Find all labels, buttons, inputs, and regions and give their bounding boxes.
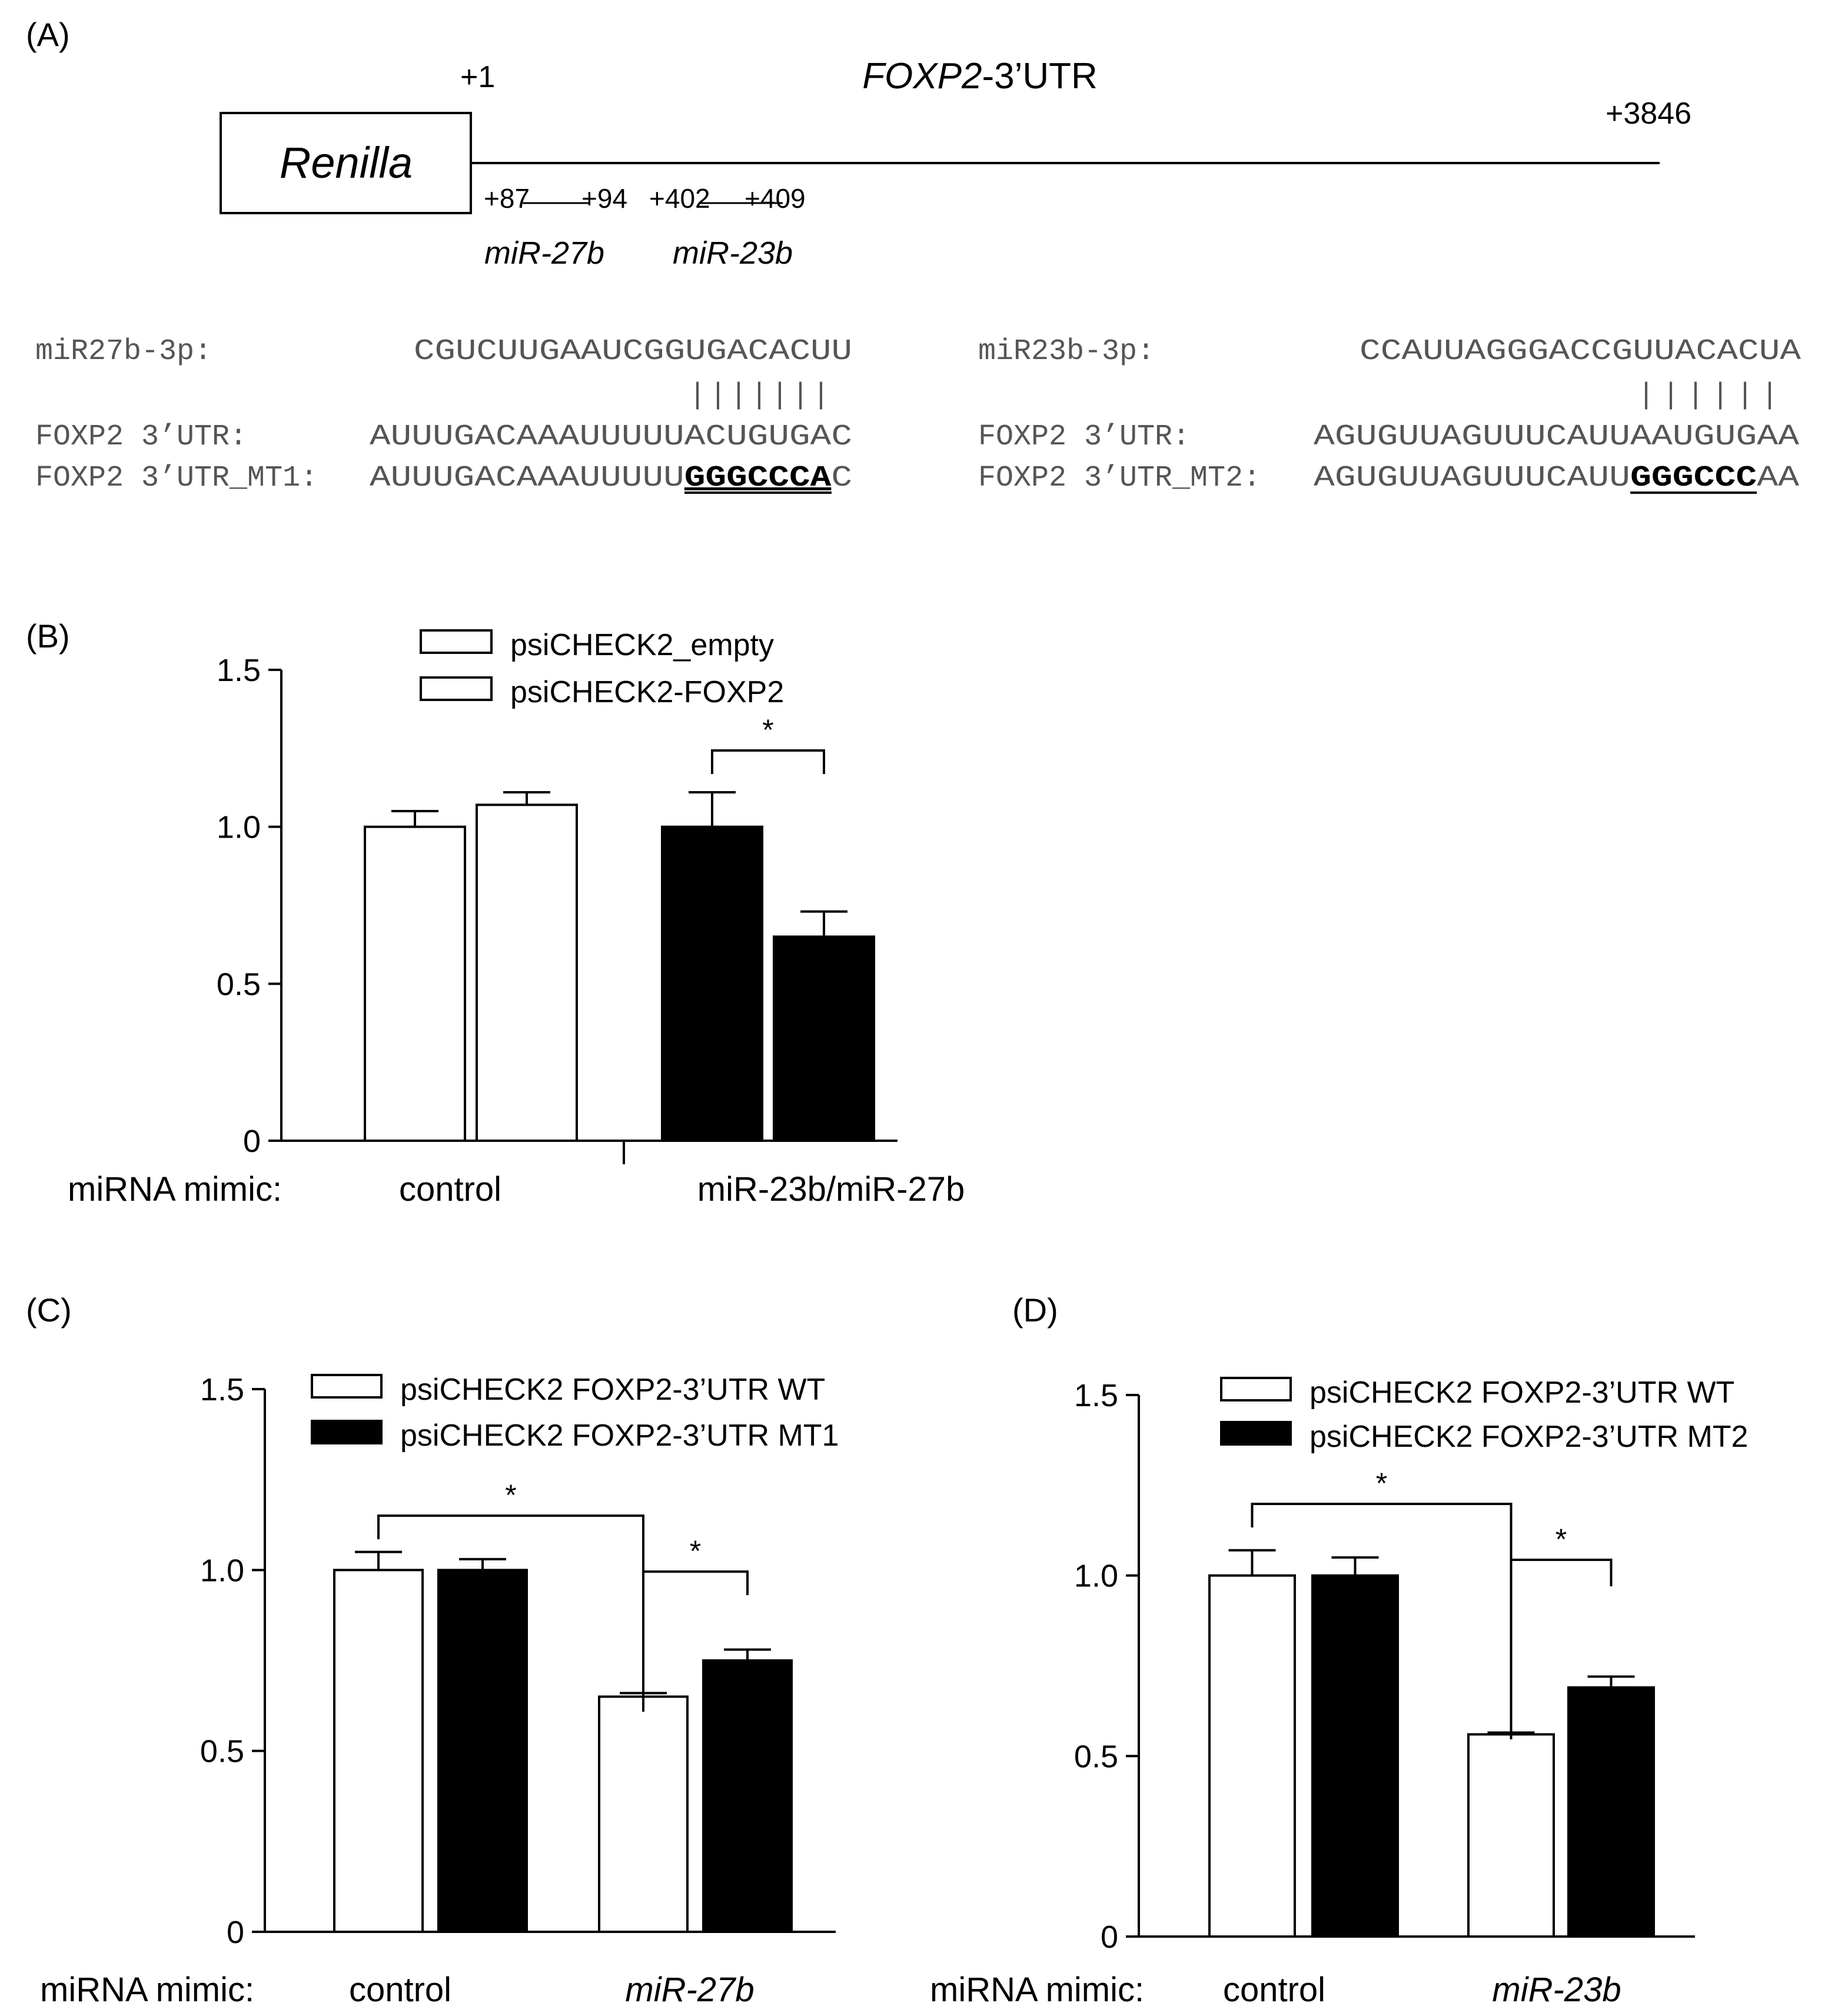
alignment-mir27b: miR27b-3p: CGUCUUGAAUCGGUGACACUU |||||||…	[35, 335, 852, 495]
site1-end: +94	[581, 183, 627, 214]
legend-swatch	[311, 1420, 383, 1444]
bar	[1567, 1686, 1655, 1938]
wt-sequence: AUUUGACAAAUUUUUACUGUGAC	[370, 420, 852, 454]
site1-start: +87	[484, 183, 530, 214]
bar-chart-d: 0 0.5 1.0 1.5 * * psiCHECK2 FOXP2-3’UTR WT psiC…	[930, 1376, 1748, 2009]
alignment-mir23b: miR23b-3p: CCAUUAGGGACCGUUACACUA |||||| …	[978, 335, 1801, 495]
panel-b-label: (B)	[26, 617, 70, 655]
mt-seq-mutation: GGGCCC	[1630, 461, 1757, 495]
significance-star: *	[1376, 1467, 1387, 1500]
legend-swatch	[420, 629, 493, 654]
y-tick-label: 0	[1101, 1919, 1118, 1955]
x-axis-prefix: miRNA mimic:	[40, 1971, 254, 2009]
x-group-label: control	[1223, 1971, 1325, 2009]
legend-swatch	[420, 676, 493, 701]
renilla-label: Renilla	[280, 138, 413, 187]
y-tick-label: 1.0	[217, 810, 261, 845]
legend-label: psiCHECK2 FOXP2-3’UTR MT1	[400, 1419, 839, 1453]
bar-chart-c: 0 0.5 1.0 1.5 * * psiCHECK2 FOXP2-3’UTR WT psiC…	[40, 1372, 839, 2009]
x-axis-prefix: miRNA mimic:	[68, 1170, 282, 1208]
panel-a: (A) FOXP2-3’UTR +1 +3846 Renilla +87 +94…	[26, 16, 1801, 495]
mt-sequence: AUUUGACAAAUUUUU GGGCCCA C	[370, 461, 852, 495]
bar	[598, 1695, 689, 1933]
panel-a-label: (A)	[26, 16, 70, 53]
legend-label: psiCHECK2 FOXP2-3’UTR WT	[400, 1373, 825, 1407]
significance-bracket	[1510, 1559, 1613, 1586]
bar	[437, 1569, 528, 1933]
wt-label: FOXP2 3’UTR:	[978, 420, 1190, 454]
panel-c-label: (C)	[26, 1291, 72, 1328]
site2-end: +409	[744, 183, 806, 214]
legend-swatch	[311, 1374, 383, 1399]
y-tick-label: 0.5	[1074, 1739, 1118, 1774]
wt-sequence: AGUGUUAGUUUCAUUAAUGUGAA	[1314, 420, 1799, 454]
legend-label: psiCHECK2-FOXP2	[510, 675, 784, 709]
significance-bracket	[642, 1570, 749, 1595]
site2-name: miR-23b	[673, 235, 793, 271]
mt-seq-mutation: GGGCCCA	[684, 461, 832, 495]
significance-bracket	[377, 1515, 644, 1712]
y-tick-label: 1.5	[200, 1372, 244, 1407]
pairing-marks: |||||||	[689, 379, 830, 413]
mirna-sequence: CCAUUAGGGACCGUUACACUA	[1360, 335, 1801, 368]
legend-label: psiCHECK2_empty	[510, 628, 774, 662]
legend-label: psiCHECK2 FOXP2-3’UTR MT2	[1309, 1420, 1748, 1454]
significance-star: *	[690, 1535, 701, 1567]
position-start: +1	[460, 60, 495, 94]
x-group-label: miR-23b/miR-27b	[697, 1170, 965, 1208]
bar	[364, 825, 466, 1142]
mirna-label: miR23b-3p:	[978, 335, 1155, 368]
gene-name: FOXP2	[862, 56, 982, 97]
bar	[476, 803, 578, 1142]
y-tick-label: 1.0	[200, 1553, 244, 1588]
x-axis-prefix: miRNA mimic:	[930, 1971, 1144, 2009]
renilla-box	[220, 112, 472, 214]
panel-d-label: (D)	[1012, 1291, 1058, 1328]
mt-sequence: AGUGUUAGUUUCAUU GGGCCC AA	[1314, 461, 1799, 495]
x-group-label: miR-27b	[625, 1971, 754, 2009]
y-tick-label: 0	[227, 1915, 244, 1950]
mt-seq-post: AA	[1757, 461, 1799, 495]
y-tick-label: 0.5	[217, 967, 261, 1002]
bar	[661, 825, 763, 1142]
legend-label: psiCHECK2 FOXP2-3’UTR WT	[1309, 1376, 1734, 1410]
significance-star: *	[1556, 1523, 1567, 1556]
mirna-label: miR27b-3p:	[35, 335, 212, 368]
y-tick-label: 0	[243, 1124, 261, 1159]
y-tick-label: 1.5	[217, 653, 261, 688]
pairing-marks: ||||||	[1637, 379, 1779, 413]
mt-seq-post: C	[831, 461, 852, 495]
mt-seq-pre: AGUGUUAGUUUCAUU	[1314, 461, 1630, 495]
construct-title: FOXP2-3’UTR	[862, 56, 1098, 97]
legend-swatch	[1220, 1421, 1292, 1446]
bar	[1467, 1733, 1555, 1938]
x-group-label: control	[349, 1971, 451, 2009]
x-group-label: control	[399, 1170, 501, 1208]
y-tick-label: 1.0	[1074, 1559, 1118, 1594]
gene-suffix: -3’UTR	[982, 56, 1097, 97]
significance-star: *	[505, 1479, 516, 1512]
mt-seq-pre: AUUUGACAAAUUUUU	[370, 461, 684, 495]
x-group-label: miR-23b	[1492, 1971, 1621, 2009]
bar	[333, 1569, 424, 1933]
significance-star: *	[762, 713, 773, 746]
significance-bracket	[711, 749, 825, 774]
bar	[1311, 1574, 1399, 1938]
legend-swatch	[1220, 1377, 1292, 1401]
bar	[702, 1659, 793, 1933]
mirna-sequence: CGUCUUGAAUCGGUGACACUU	[414, 335, 852, 368]
significance-bracket	[1251, 1503, 1513, 1739]
y-tick-label: 0.5	[200, 1734, 244, 1769]
position-end: +3846	[1606, 97, 1691, 131]
mt-label: FOXP2 3’UTR_MT1:	[35, 461, 318, 495]
mt-label: FOXP2 3’UTR_MT2:	[978, 461, 1261, 495]
bar	[773, 935, 875, 1142]
bar-chart-b: 0 0.5 1.0 1.5 * psiCHECK2_empty psiCHECK2-FOXP…	[68, 628, 965, 1208]
bar	[1208, 1574, 1296, 1938]
y-tick-label: 1.5	[1074, 1378, 1118, 1413]
site1-name: miR-27b	[484, 235, 604, 271]
wt-label: FOXP2 3’UTR:	[35, 420, 247, 454]
site2-start: +402	[649, 183, 710, 214]
